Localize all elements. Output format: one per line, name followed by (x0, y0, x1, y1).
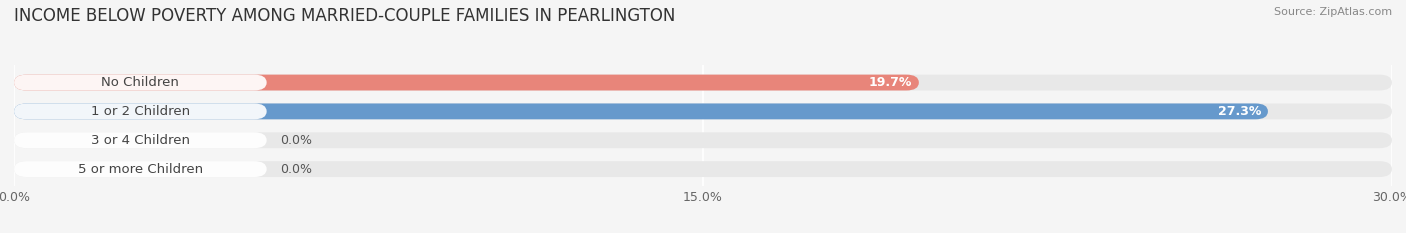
FancyBboxPatch shape (14, 132, 267, 148)
Text: 5 or more Children: 5 or more Children (77, 163, 202, 176)
FancyBboxPatch shape (14, 161, 1392, 177)
Text: INCOME BELOW POVERTY AMONG MARRIED-COUPLE FAMILIES IN PEARLINGTON: INCOME BELOW POVERTY AMONG MARRIED-COUPL… (14, 7, 675, 25)
Text: 1 or 2 Children: 1 or 2 Children (91, 105, 190, 118)
FancyBboxPatch shape (14, 75, 1392, 90)
Text: 27.3%: 27.3% (1218, 105, 1261, 118)
Text: 0.0%: 0.0% (280, 163, 312, 176)
Text: Source: ZipAtlas.com: Source: ZipAtlas.com (1274, 7, 1392, 17)
Text: 0.0%: 0.0% (280, 134, 312, 147)
FancyBboxPatch shape (14, 161, 267, 177)
FancyBboxPatch shape (14, 75, 267, 90)
FancyBboxPatch shape (14, 75, 920, 90)
Text: 19.7%: 19.7% (869, 76, 912, 89)
FancyBboxPatch shape (14, 103, 1392, 119)
FancyBboxPatch shape (14, 103, 1268, 119)
Text: No Children: No Children (101, 76, 180, 89)
FancyBboxPatch shape (14, 132, 1392, 148)
FancyBboxPatch shape (14, 103, 267, 119)
Text: 3 or 4 Children: 3 or 4 Children (91, 134, 190, 147)
